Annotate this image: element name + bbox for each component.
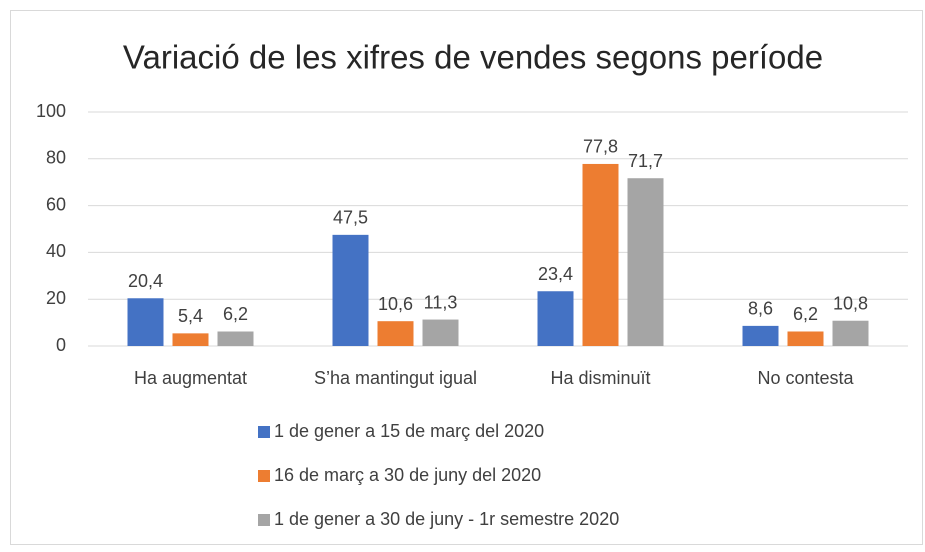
x-tick-label: No contesta: [757, 368, 854, 388]
bar: [627, 178, 664, 346]
x-tick-label: Ha augmentat: [134, 368, 247, 388]
bar: [127, 298, 164, 346]
data-label: 71,7: [628, 151, 663, 171]
data-label: 11,3: [424, 292, 458, 312]
bar: [422, 319, 459, 346]
bar: [742, 325, 779, 346]
y-tick-label: 0: [56, 335, 66, 355]
bar: [582, 163, 619, 346]
data-label: 77,8: [583, 137, 618, 157]
bar: [377, 321, 414, 346]
bar: [172, 333, 209, 346]
y-tick-label: 80: [46, 148, 66, 168]
data-label: 10,8: [833, 293, 868, 313]
x-tick-label: Ha disminuït: [550, 368, 650, 388]
bar: [832, 320, 869, 346]
data-label: 47,5: [333, 208, 368, 228]
legend-label: 16 de març a 30 de juny del 2020: [274, 465, 541, 485]
data-label: 6,2: [793, 304, 818, 324]
data-label: 20,4: [128, 271, 163, 291]
legend-label: 1 de gener a 15 de març del 2020: [274, 421, 544, 441]
y-tick-label: 20: [46, 288, 66, 308]
legend-swatch: [258, 426, 270, 438]
y-tick-label: 60: [46, 194, 66, 214]
legend-swatch: [258, 514, 270, 526]
legend-label: 1 de gener a 30 de juny - 1r semestre 20…: [274, 509, 619, 529]
bar: [217, 331, 254, 346]
data-label: 10,6: [378, 294, 413, 314]
data-label: 23,4: [538, 264, 573, 284]
chart-border: [10, 10, 923, 545]
bar: [787, 331, 824, 346]
legend-swatch: [258, 470, 270, 482]
data-label: 5,4: [178, 306, 203, 326]
data-label: 6,2: [223, 304, 248, 324]
bar: [332, 234, 369, 346]
chart-title: Variació de les xifres de vendes segons …: [123, 39, 823, 76]
data-label: 8,6: [748, 299, 773, 319]
y-tick-label: 40: [46, 241, 66, 261]
y-tick-label: 100: [36, 101, 66, 121]
bar: [537, 291, 574, 346]
x-tick-label: S’ha mantingut igual: [314, 368, 477, 388]
